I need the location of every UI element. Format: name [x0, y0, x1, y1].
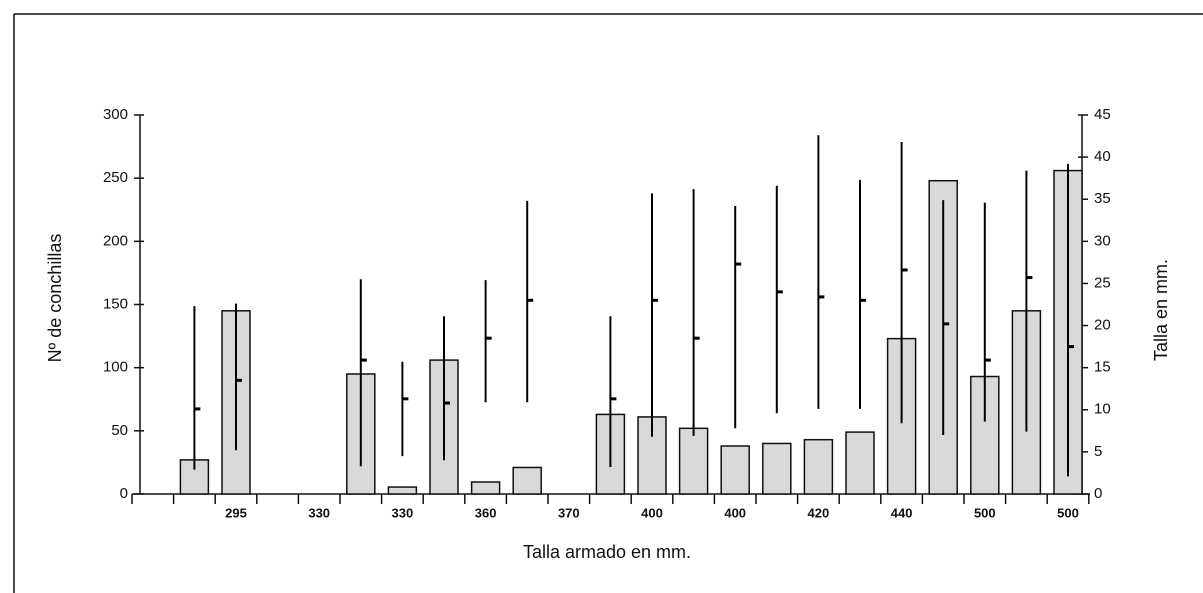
x-axis-title: Talla armado en mm. [523, 542, 691, 562]
x-tick-label: 500 [1057, 505, 1079, 520]
x-tick-label: 440 [891, 505, 913, 520]
y-tick-label: 300 [103, 106, 128, 123]
bar [720, 445, 750, 495]
x-tick-label: 420 [808, 505, 830, 520]
x-tick-label: 400 [641, 505, 663, 520]
y-tick-label: 0 [120, 485, 128, 502]
y2-tick-label: 40 [1094, 148, 1111, 165]
x-tick-label: 360 [475, 505, 497, 520]
y2-tick-label: 5 [1094, 443, 1102, 460]
y2-tick-label: 30 [1094, 232, 1111, 249]
bar [678, 427, 709, 495]
bar [762, 442, 792, 495]
bar [845, 431, 875, 495]
x-tick-label: 500 [974, 505, 996, 520]
y2-tick-label: 45 [1094, 106, 1111, 123]
bar [470, 481, 501, 495]
y2-tick-label: 0 [1094, 485, 1102, 502]
y2-tick-label: 20 [1094, 317, 1111, 334]
y2-axis-title: Talla en mm. [1151, 259, 1171, 361]
x-tick-label: 330 [308, 505, 330, 520]
x-tick-label: 295 [225, 505, 247, 520]
y2-tick-label: 25 [1094, 274, 1111, 291]
y-tick-label: 50 [111, 422, 128, 439]
y-tick-label: 150 [103, 295, 128, 312]
y-tick-label: 200 [103, 232, 128, 249]
x-tick-label: 370 [558, 505, 580, 520]
y2-tick-label: 15 [1094, 359, 1111, 376]
y2-tick-label: 35 [1094, 190, 1111, 207]
y-tick-label: 100 [103, 359, 128, 376]
x-tick-label: 330 [392, 505, 414, 520]
bar [512, 466, 542, 495]
x-tick-label: 400 [724, 505, 746, 520]
y-axis-title: Nº de conchillas [45, 234, 65, 363]
bar [803, 438, 834, 495]
y-tick-label: 250 [103, 169, 128, 186]
bar [387, 486, 418, 495]
y2-tick-label: 10 [1094, 401, 1111, 418]
